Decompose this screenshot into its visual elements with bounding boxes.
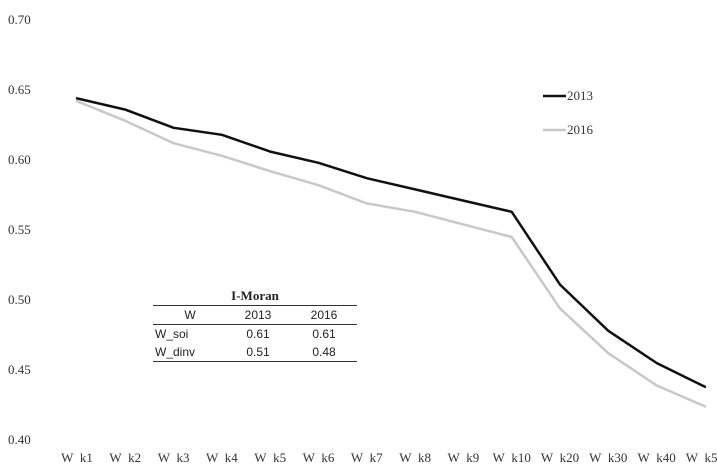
table-header-cell: W [184, 308, 196, 322]
legend: 2013 2016 [543, 88, 594, 137]
table-cell: 0.48 [312, 345, 336, 359]
y-tick-label: 0.55 [8, 222, 31, 237]
y-tick-label: 0.50 [8, 292, 31, 307]
series-line-2016 [75, 99, 707, 408]
x-tick-label: W k40 [637, 450, 675, 465]
x-tick-label: W k1 [61, 450, 93, 465]
y-tick-label: 0.45 [8, 362, 31, 377]
x-tick-label: W k3 [158, 450, 190, 465]
table-cell: 0.61 [312, 327, 336, 341]
i-moran-table: I-Moran W 2013 2016 W_soi 0.61 0.61 W_di… [153, 287, 357, 362]
y-tick-label: 0.65 [8, 82, 31, 97]
table-cell: 0.61 [246, 327, 270, 341]
series-lines [75, 97, 707, 408]
table-row: W_soi 0.61 0.61 [153, 325, 357, 344]
legend-label: 2013 [567, 88, 593, 103]
x-tick-label: W k20 [541, 450, 579, 465]
x-tick-label: W k10 [493, 450, 531, 465]
table-title: I-Moran [231, 288, 279, 303]
table-row: W_dinv 0.51 0.48 [153, 343, 357, 362]
legend-label: 2016 [567, 122, 594, 137]
table-cell: W_soi [155, 327, 189, 341]
y-tick-label: 0.60 [8, 152, 31, 167]
table-cell: 0.51 [246, 345, 270, 359]
x-tick-label: W k30 [589, 450, 627, 465]
x-tick-label: W k2 [109, 450, 141, 465]
series-line-2013 [75, 97, 707, 389]
x-tick-label: W k5 [254, 450, 286, 465]
x-tick-label: W k9 [448, 450, 480, 465]
x-tick-label: W k4 [206, 450, 238, 465]
x-tick-label: W k50 [686, 450, 717, 465]
y-tick-label: 0.40 [8, 432, 31, 447]
table-header-cell: 2016 [310, 308, 338, 322]
table-header-row: W 2013 2016 [153, 305, 357, 325]
table-header-cell: 2013 [244, 308, 272, 322]
x-tick-label: W k7 [351, 450, 383, 465]
x-tick-label: W k6 [303, 450, 335, 465]
moran-values-table: W 2013 2016 W_soi 0.61 0.61 W_dinv 0.51 … [153, 305, 357, 362]
x-tick-label: W k8 [399, 450, 431, 465]
x-axis-tick-labels: W k1 W k2 W k3 W k4 W k5 W k6 W k7 W k8 W k9 W k1… [61, 450, 717, 465]
table-cell: W_dinv [155, 345, 196, 359]
y-axis-tick-labels: 0.40 0.45 0.50 0.55 0.60 0.65 0.70 [8, 12, 31, 447]
y-tick-label: 0.70 [8, 12, 31, 27]
